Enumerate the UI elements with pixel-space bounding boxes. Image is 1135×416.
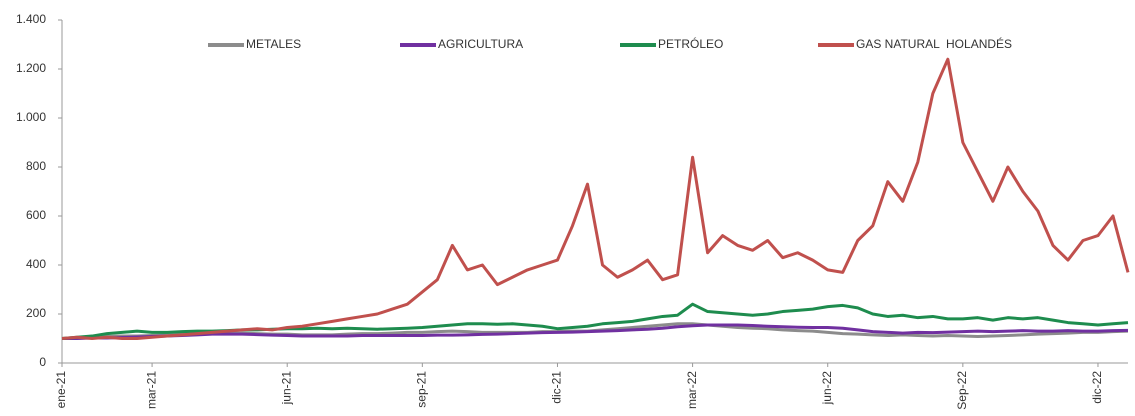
legend-label: AGRICULTURA [438,37,523,51]
x-tick-label: ene-21 [54,371,68,409]
x-tick-label: dic-21 [550,371,564,404]
y-tick-label: 1.000 [16,110,46,124]
x-tick-label: dic-22 [1090,371,1104,404]
x-tick-label: jun-21 [279,371,293,406]
y-tick-label: 1.200 [16,61,46,75]
x-tick-label: mar-22 [685,371,699,409]
y-tick-label: 200 [26,306,46,320]
legend-label: METALES [246,37,301,51]
series-line [61,57,1130,340]
x-tick-label: jun-22 [820,371,834,406]
series-line [62,323,1129,340]
x-tick-label: mar-21 [144,371,158,409]
y-tick-label: 1.400 [16,12,46,26]
legend-label: GAS NATURAL HOLANDÉS [856,36,1012,51]
y-tick-label: 0 [39,355,46,369]
x-tick-label: sep-21 [415,371,429,408]
x-tick-label: Sep-22 [955,371,969,410]
y-tick-label: 800 [26,159,46,173]
y-tick-label: 400 [26,257,46,271]
legend-label: PETRÓLEO [658,36,723,51]
y-tick-label: 600 [26,208,46,222]
